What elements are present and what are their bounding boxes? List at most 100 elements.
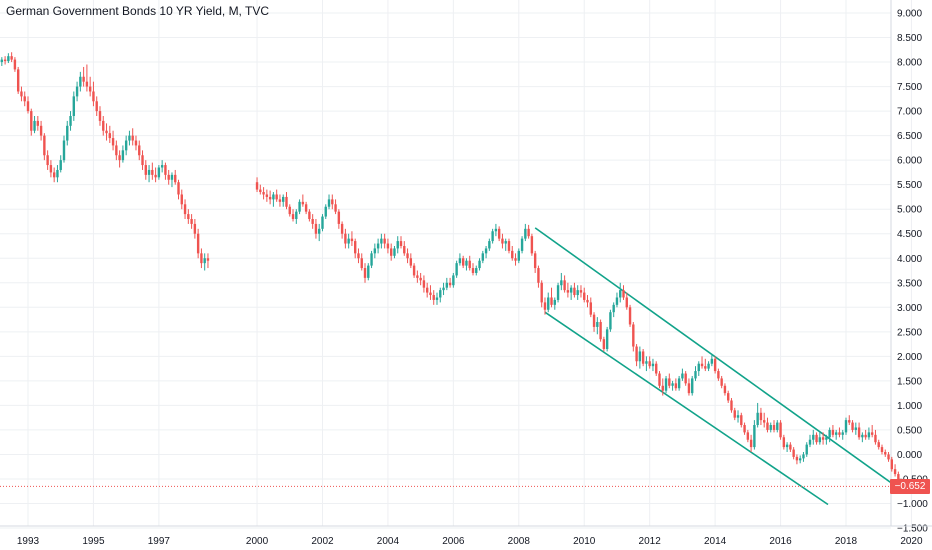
candle <box>511 245 514 261</box>
candle-body <box>828 429 831 438</box>
candle <box>569 285 573 300</box>
candle-body <box>46 155 49 166</box>
candle-body <box>354 241 357 254</box>
candle <box>877 439 880 450</box>
x-tick-label: 2004 <box>377 536 400 547</box>
y-tick-label: −1.500 <box>897 524 928 535</box>
candle <box>82 66 85 87</box>
candle <box>727 390 730 403</box>
candle-body <box>180 194 183 205</box>
candle-body <box>841 432 844 435</box>
candle-body <box>861 434 864 438</box>
candle-body <box>730 400 733 411</box>
candle <box>389 243 393 261</box>
x-tick-label: 2010 <box>573 536 596 547</box>
candle-body <box>124 140 128 151</box>
candle-body <box>668 378 671 386</box>
candle-body <box>49 165 53 173</box>
candle-body <box>455 263 458 276</box>
candle <box>373 243 377 259</box>
candle <box>52 167 56 183</box>
candle-body <box>851 422 854 430</box>
candle <box>887 451 890 462</box>
candle <box>484 245 488 259</box>
candle-body <box>560 280 563 286</box>
candle <box>324 204 327 220</box>
candle <box>170 172 174 188</box>
candle-body <box>884 451 887 455</box>
candle-body <box>59 160 62 170</box>
candle <box>72 91 76 121</box>
candle-body <box>363 268 367 278</box>
candle <box>30 108 33 136</box>
candle-body <box>422 280 426 288</box>
candle-body <box>0 59 4 63</box>
candle <box>75 81 79 102</box>
candle <box>167 169 170 185</box>
candle <box>818 432 822 445</box>
candle <box>69 111 72 131</box>
candle-body <box>98 111 102 121</box>
candle-body <box>36 120 40 126</box>
candle-body <box>102 120 105 131</box>
candle <box>566 282 570 298</box>
candle <box>439 287 442 303</box>
x-tick-label: 2012 <box>639 536 662 547</box>
candle-body <box>396 241 399 249</box>
candle-body <box>331 199 334 205</box>
candle <box>609 309 612 332</box>
candle <box>416 270 419 283</box>
candle <box>573 282 576 298</box>
candle-body <box>183 204 187 215</box>
candle-body <box>537 268 540 283</box>
candle-body <box>864 434 867 438</box>
candle <box>380 233 383 249</box>
candle-body <box>484 248 488 254</box>
candle <box>196 228 200 259</box>
candle-body <box>318 228 321 234</box>
candle <box>308 209 311 222</box>
candle <box>327 194 331 210</box>
candle-body <box>291 214 295 220</box>
candle-body <box>556 285 560 300</box>
candle <box>619 282 622 303</box>
channel-lower <box>544 311 829 506</box>
candle-body <box>23 96 26 102</box>
candle <box>399 236 403 249</box>
candle <box>710 353 714 367</box>
candle <box>612 302 615 318</box>
trend-channel[interactable] <box>534 227 906 506</box>
candle <box>144 160 147 180</box>
candle-body <box>370 253 373 266</box>
y-tick-label: 4.000 <box>897 254 922 265</box>
candle-body <box>308 211 311 220</box>
candle <box>406 248 409 264</box>
candle-body <box>655 363 658 374</box>
candle-body <box>265 194 269 197</box>
candle <box>615 292 619 308</box>
candle <box>870 425 874 438</box>
candle-body <box>870 432 874 435</box>
candle <box>141 150 144 170</box>
candle-body <box>304 204 308 212</box>
candle <box>805 442 808 457</box>
candle-body <box>782 437 786 448</box>
last-price-label: −0.652 <box>890 478 930 494</box>
candle-body <box>262 192 265 195</box>
candle <box>592 312 596 332</box>
candle-body <box>704 366 707 369</box>
candle <box>517 248 520 264</box>
candle-body <box>26 101 30 112</box>
candle-body <box>190 219 193 224</box>
candle-body <box>808 439 812 445</box>
y-tick-label: 9.000 <box>897 9 922 20</box>
candle <box>108 125 111 143</box>
candle-body <box>834 432 838 435</box>
candle <box>664 375 668 394</box>
candle <box>350 231 354 246</box>
candle <box>844 417 848 435</box>
candle-body <box>756 412 759 426</box>
candle-body <box>789 444 792 450</box>
candle <box>759 407 763 426</box>
